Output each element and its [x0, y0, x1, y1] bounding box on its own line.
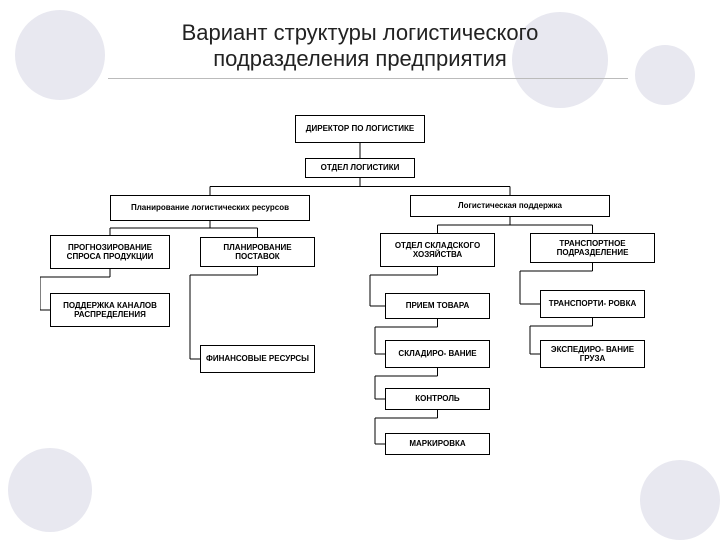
- title-line-1: Вариант структуры логистического: [0, 20, 720, 46]
- page-title: Вариант структуры логистического подразд…: [0, 20, 720, 72]
- title-underline: [108, 78, 628, 79]
- title-line-2: подразделения предприятия: [0, 46, 720, 72]
- connectors: [40, 115, 680, 520]
- org-chart: ДИРЕКТОР ПО ЛОГИСТИКЕОТДЕЛ ЛОГИСТИКИПлан…: [40, 115, 680, 520]
